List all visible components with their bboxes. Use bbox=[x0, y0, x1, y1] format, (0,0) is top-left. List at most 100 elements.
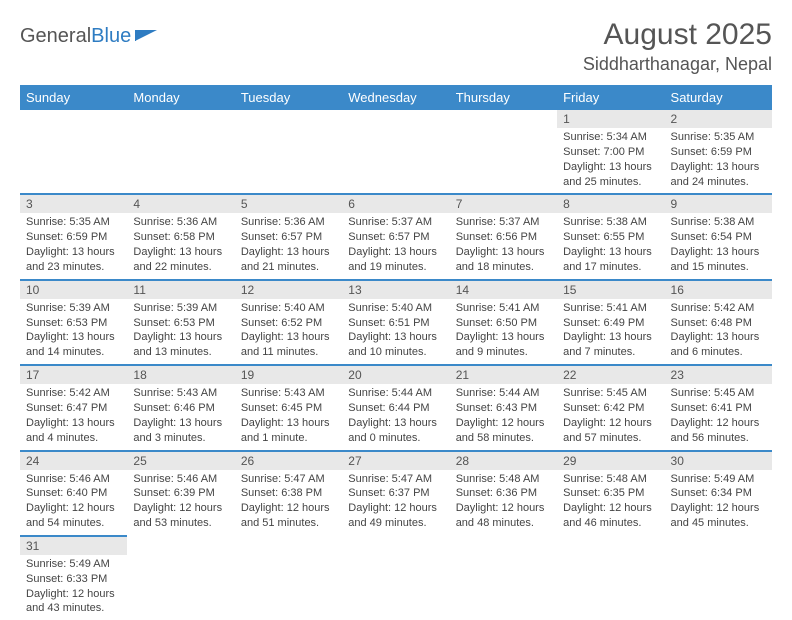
day-number: 11 bbox=[127, 281, 234, 299]
calendar-cell: 16Sunrise: 5:42 AMSunset: 6:48 PMDayligh… bbox=[665, 280, 772, 365]
daylight-text: Daylight: 13 hours and 9 minutes. bbox=[456, 330, 551, 360]
day-number bbox=[235, 110, 342, 128]
sunset-text: Sunset: 6:53 PM bbox=[26, 316, 121, 331]
sunrise-text: Sunrise: 5:36 AM bbox=[241, 215, 336, 230]
calendar-cell bbox=[235, 536, 342, 620]
day-details: Sunrise: 5:38 AMSunset: 6:54 PMDaylight:… bbox=[665, 213, 772, 278]
sunrise-text: Sunrise: 5:42 AM bbox=[671, 301, 766, 316]
calendar-cell: 27Sunrise: 5:47 AMSunset: 6:37 PMDayligh… bbox=[342, 451, 449, 536]
logo-text-blue: Blue bbox=[91, 25, 131, 48]
day-number bbox=[557, 536, 664, 554]
day-details: Sunrise: 5:39 AMSunset: 6:53 PMDaylight:… bbox=[20, 299, 127, 364]
daylight-text: Daylight: 13 hours and 23 minutes. bbox=[26, 245, 121, 275]
sunrise-text: Sunrise: 5:48 AM bbox=[563, 472, 658, 487]
daylight-text: Daylight: 13 hours and 0 minutes. bbox=[348, 416, 443, 446]
sunset-text: Sunset: 6:33 PM bbox=[26, 572, 121, 587]
calendar-cell: 17Sunrise: 5:42 AMSunset: 6:47 PMDayligh… bbox=[20, 365, 127, 450]
daylight-text: Daylight: 13 hours and 3 minutes. bbox=[133, 416, 228, 446]
day-number: 6 bbox=[342, 195, 449, 213]
day-header-saturday: Saturday bbox=[665, 85, 772, 110]
day-details: Sunrise: 5:46 AMSunset: 6:40 PMDaylight:… bbox=[20, 470, 127, 535]
day-number bbox=[127, 536, 234, 554]
sunset-text: Sunset: 6:36 PM bbox=[456, 486, 551, 501]
sunset-text: Sunset: 6:59 PM bbox=[671, 145, 766, 160]
day-details: Sunrise: 5:41 AMSunset: 6:50 PMDaylight:… bbox=[450, 299, 557, 364]
calendar-cell bbox=[127, 110, 234, 194]
sunset-text: Sunset: 6:46 PM bbox=[133, 401, 228, 416]
logo-text-general: General bbox=[20, 25, 91, 48]
daylight-text: Daylight: 13 hours and 7 minutes. bbox=[563, 330, 658, 360]
calendar-cell: 14Sunrise: 5:41 AMSunset: 6:50 PMDayligh… bbox=[450, 280, 557, 365]
daylight-text: Daylight: 12 hours and 45 minutes. bbox=[671, 501, 766, 531]
day-number: 29 bbox=[557, 452, 664, 470]
day-details: Sunrise: 5:43 AMSunset: 6:46 PMDaylight:… bbox=[127, 384, 234, 449]
sunset-text: Sunset: 7:00 PM bbox=[563, 145, 658, 160]
sunrise-text: Sunrise: 5:44 AM bbox=[348, 386, 443, 401]
sunrise-text: Sunrise: 5:39 AM bbox=[133, 301, 228, 316]
daylight-text: Daylight: 13 hours and 24 minutes. bbox=[671, 160, 766, 190]
sunrise-text: Sunrise: 5:43 AM bbox=[133, 386, 228, 401]
day-number: 4 bbox=[127, 195, 234, 213]
sunset-text: Sunset: 6:50 PM bbox=[456, 316, 551, 331]
daylight-text: Daylight: 12 hours and 57 minutes. bbox=[563, 416, 658, 446]
sunrise-text: Sunrise: 5:36 AM bbox=[133, 215, 228, 230]
calendar-cell: 9Sunrise: 5:38 AMSunset: 6:54 PMDaylight… bbox=[665, 194, 772, 279]
sunrise-text: Sunrise: 5:40 AM bbox=[241, 301, 336, 316]
day-number bbox=[127, 110, 234, 128]
day-details: Sunrise: 5:35 AMSunset: 6:59 PMDaylight:… bbox=[665, 128, 772, 193]
calendar-table: SundayMondayTuesdayWednesdayThursdayFrid… bbox=[20, 85, 772, 620]
day-details: Sunrise: 5:41 AMSunset: 6:49 PMDaylight:… bbox=[557, 299, 664, 364]
sunset-text: Sunset: 6:48 PM bbox=[671, 316, 766, 331]
calendar-cell: 12Sunrise: 5:40 AMSunset: 6:52 PMDayligh… bbox=[235, 280, 342, 365]
calendar-cell bbox=[557, 536, 664, 620]
sunset-text: Sunset: 6:40 PM bbox=[26, 486, 121, 501]
day-details: Sunrise: 5:46 AMSunset: 6:39 PMDaylight:… bbox=[127, 470, 234, 535]
calendar-cell bbox=[665, 536, 772, 620]
sunrise-text: Sunrise: 5:47 AM bbox=[348, 472, 443, 487]
calendar-cell: 29Sunrise: 5:48 AMSunset: 6:35 PMDayligh… bbox=[557, 451, 664, 536]
day-number bbox=[665, 536, 772, 554]
day-header-tuesday: Tuesday bbox=[235, 85, 342, 110]
daylight-text: Daylight: 13 hours and 4 minutes. bbox=[26, 416, 121, 446]
calendar-cell: 1Sunrise: 5:34 AMSunset: 7:00 PMDaylight… bbox=[557, 110, 664, 194]
day-number bbox=[20, 110, 127, 128]
day-number: 3 bbox=[20, 195, 127, 213]
daylight-text: Daylight: 12 hours and 49 minutes. bbox=[348, 501, 443, 531]
calendar-cell: 11Sunrise: 5:39 AMSunset: 6:53 PMDayligh… bbox=[127, 280, 234, 365]
calendar-cell: 10Sunrise: 5:39 AMSunset: 6:53 PMDayligh… bbox=[20, 280, 127, 365]
calendar-week-row: 1Sunrise: 5:34 AMSunset: 7:00 PMDaylight… bbox=[20, 110, 772, 194]
calendar-cell: 24Sunrise: 5:46 AMSunset: 6:40 PMDayligh… bbox=[20, 451, 127, 536]
day-details: Sunrise: 5:40 AMSunset: 6:52 PMDaylight:… bbox=[235, 299, 342, 364]
sunrise-text: Sunrise: 5:47 AM bbox=[241, 472, 336, 487]
calendar-cell bbox=[450, 110, 557, 194]
day-details: Sunrise: 5:38 AMSunset: 6:55 PMDaylight:… bbox=[557, 213, 664, 278]
day-header-friday: Friday bbox=[557, 85, 664, 110]
calendar-cell: 3Sunrise: 5:35 AMSunset: 6:59 PMDaylight… bbox=[20, 194, 127, 279]
day-details: Sunrise: 5:48 AMSunset: 6:35 PMDaylight:… bbox=[557, 470, 664, 535]
sunset-text: Sunset: 6:44 PM bbox=[348, 401, 443, 416]
day-number bbox=[342, 536, 449, 554]
day-number: 21 bbox=[450, 366, 557, 384]
sunrise-text: Sunrise: 5:42 AM bbox=[26, 386, 121, 401]
day-number: 2 bbox=[665, 110, 772, 128]
calendar-week-row: 3Sunrise: 5:35 AMSunset: 6:59 PMDaylight… bbox=[20, 194, 772, 279]
calendar-cell bbox=[127, 536, 234, 620]
sunset-text: Sunset: 6:41 PM bbox=[671, 401, 766, 416]
calendar-cell: 5Sunrise: 5:36 AMSunset: 6:57 PMDaylight… bbox=[235, 194, 342, 279]
sunrise-text: Sunrise: 5:38 AM bbox=[563, 215, 658, 230]
day-details: Sunrise: 5:36 AMSunset: 6:58 PMDaylight:… bbox=[127, 213, 234, 278]
sunrise-text: Sunrise: 5:38 AM bbox=[671, 215, 766, 230]
daylight-text: Daylight: 12 hours and 46 minutes. bbox=[563, 501, 658, 531]
calendar-cell: 19Sunrise: 5:43 AMSunset: 6:45 PMDayligh… bbox=[235, 365, 342, 450]
day-number: 13 bbox=[342, 281, 449, 299]
sunrise-text: Sunrise: 5:43 AM bbox=[241, 386, 336, 401]
day-number: 18 bbox=[127, 366, 234, 384]
sunrise-text: Sunrise: 5:37 AM bbox=[456, 215, 551, 230]
calendar-week-row: 31Sunrise: 5:49 AMSunset: 6:33 PMDayligh… bbox=[20, 536, 772, 620]
day-number: 9 bbox=[665, 195, 772, 213]
sunrise-text: Sunrise: 5:35 AM bbox=[671, 130, 766, 145]
sunset-text: Sunset: 6:56 PM bbox=[456, 230, 551, 245]
sunset-text: Sunset: 6:52 PM bbox=[241, 316, 336, 331]
day-details: Sunrise: 5:37 AMSunset: 6:57 PMDaylight:… bbox=[342, 213, 449, 278]
daylight-text: Daylight: 12 hours and 54 minutes. bbox=[26, 501, 121, 531]
